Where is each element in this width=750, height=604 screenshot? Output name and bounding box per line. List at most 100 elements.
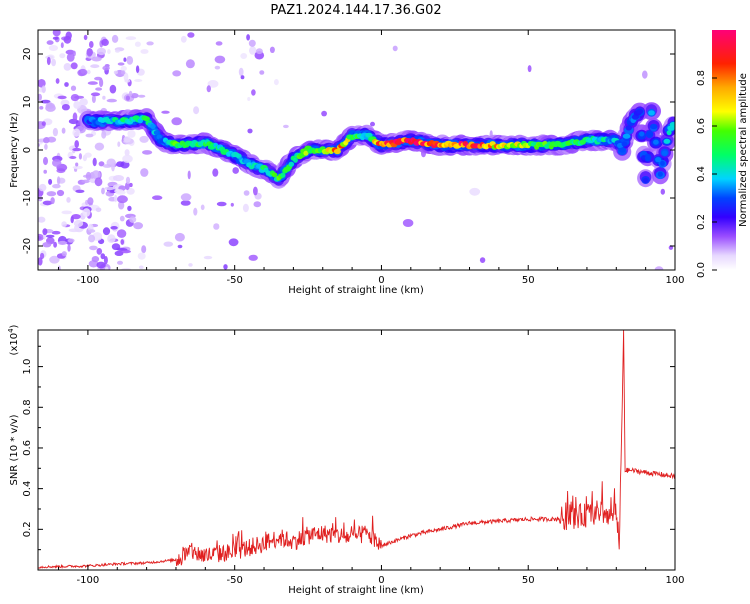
noise-blob [146, 41, 154, 46]
noise-blob [103, 256, 108, 265]
noise-blob [72, 165, 83, 170]
noise-blob [67, 238, 75, 243]
y-tick-label: 20 [22, 48, 33, 61]
noise-blob [269, 46, 275, 53]
noise-blob [109, 84, 117, 94]
noise-blob [98, 161, 105, 167]
noise-blob [230, 202, 234, 207]
noise-blob [123, 72, 129, 82]
noise-blob [63, 63, 72, 71]
noise-blob [38, 236, 42, 240]
snr-plot-area [38, 330, 675, 569]
noise-blob [95, 87, 102, 91]
x-tick-label: 0 [378, 575, 384, 586]
noise-blob [124, 79, 131, 83]
noise-blob [38, 143, 41, 147]
y-tick-label: 0.6 [22, 440, 33, 456]
noise-blob [45, 234, 55, 238]
ridge-cell [669, 122, 675, 128]
noise-blob [102, 227, 111, 236]
noise-blob [193, 207, 198, 216]
noise-blob [232, 167, 239, 174]
x-tick-label: -50 [227, 575, 243, 586]
ridge-cell [153, 130, 161, 136]
snr-panel: -100 -50 0 50 100 0.2 0.4 0.6 0.8 1.0 Height of s… [7, 324, 685, 596]
noise-blob [75, 162, 79, 167]
noise-blob [141, 245, 147, 254]
colorbar-tick-label: 0.8 [696, 70, 707, 86]
noise-blob [79, 98, 88, 106]
noise-blob [180, 193, 192, 202]
noise-blob [42, 242, 52, 248]
noise-blob [129, 216, 137, 223]
noise-blob [113, 175, 124, 182]
noise-blob [53, 241, 57, 248]
noise-blob [120, 239, 125, 245]
noise-blob [60, 42, 64, 49]
noise-blob [251, 89, 256, 96]
noise-blob [44, 137, 49, 142]
noise-blob [46, 40, 54, 45]
y-tick-label: 0 [22, 147, 33, 153]
noise-blob [94, 142, 105, 151]
noise-blob [117, 62, 125, 66]
ridge-cell [631, 114, 640, 120]
noise-blob [85, 171, 92, 181]
noise-blob [61, 210, 72, 215]
noise-blob [126, 56, 134, 65]
noise-blob [46, 191, 57, 197]
colorbar-label: Normalized spectral amplitude [738, 73, 749, 227]
noise-blob [392, 45, 398, 52]
ridge-cell [333, 148, 341, 155]
noise-blob [130, 93, 139, 99]
noise-blob [115, 49, 120, 53]
noise-blob [102, 164, 112, 168]
noise-blob [63, 35, 72, 44]
noise-blob [85, 133, 94, 138]
noise-blob [86, 48, 93, 57]
noise-blob [106, 98, 118, 103]
snr-line [38, 330, 675, 569]
ridge-cell [657, 171, 663, 177]
noise-blob [67, 244, 71, 252]
ridge-cell [280, 172, 286, 178]
figure-title: PAZ1.2024.144.17.36.G02 [270, 3, 441, 18]
colorbar-tick-label: 0.6 [696, 118, 707, 134]
noise-blob [38, 183, 47, 192]
noise-blob [642, 70, 648, 79]
ridge-cell [143, 116, 150, 122]
noise-blob [52, 30, 61, 37]
noise-blob [38, 257, 43, 266]
noise-blob [90, 64, 100, 69]
noise-blob [138, 265, 144, 270]
noise-blob [212, 168, 219, 177]
colorbar: 0.0 0.2 0.4 0.6 0.8 Normalized spectral ampl… [696, 30, 749, 278]
noise-blob [129, 182, 133, 188]
noise-blob [248, 254, 258, 261]
noise-blob [52, 184, 61, 189]
noise-blob [61, 104, 70, 111]
noise-blob [43, 156, 48, 166]
noise-blob [65, 49, 75, 55]
ridge-cell [622, 133, 631, 139]
noise-blob [213, 223, 220, 230]
noise-blob [55, 78, 60, 84]
noise-blob [125, 36, 137, 41]
noise-blob [223, 264, 228, 270]
noise-blob [101, 130, 107, 139]
noise-blob [119, 215, 125, 222]
noise-blob [187, 170, 191, 180]
y-tick-label: 0.2 [22, 521, 33, 537]
noise-blob [110, 226, 118, 230]
noise-blob [73, 219, 84, 228]
noise-blob [654, 266, 664, 270]
noise-blob [172, 70, 182, 77]
ridge-cell [666, 130, 672, 136]
ridge-cell [271, 172, 278, 178]
noise-blob [114, 189, 124, 194]
noise-blob [246, 34, 251, 41]
noise-blob [125, 182, 130, 191]
noise-blob [61, 251, 67, 257]
noise-blob [116, 195, 128, 204]
